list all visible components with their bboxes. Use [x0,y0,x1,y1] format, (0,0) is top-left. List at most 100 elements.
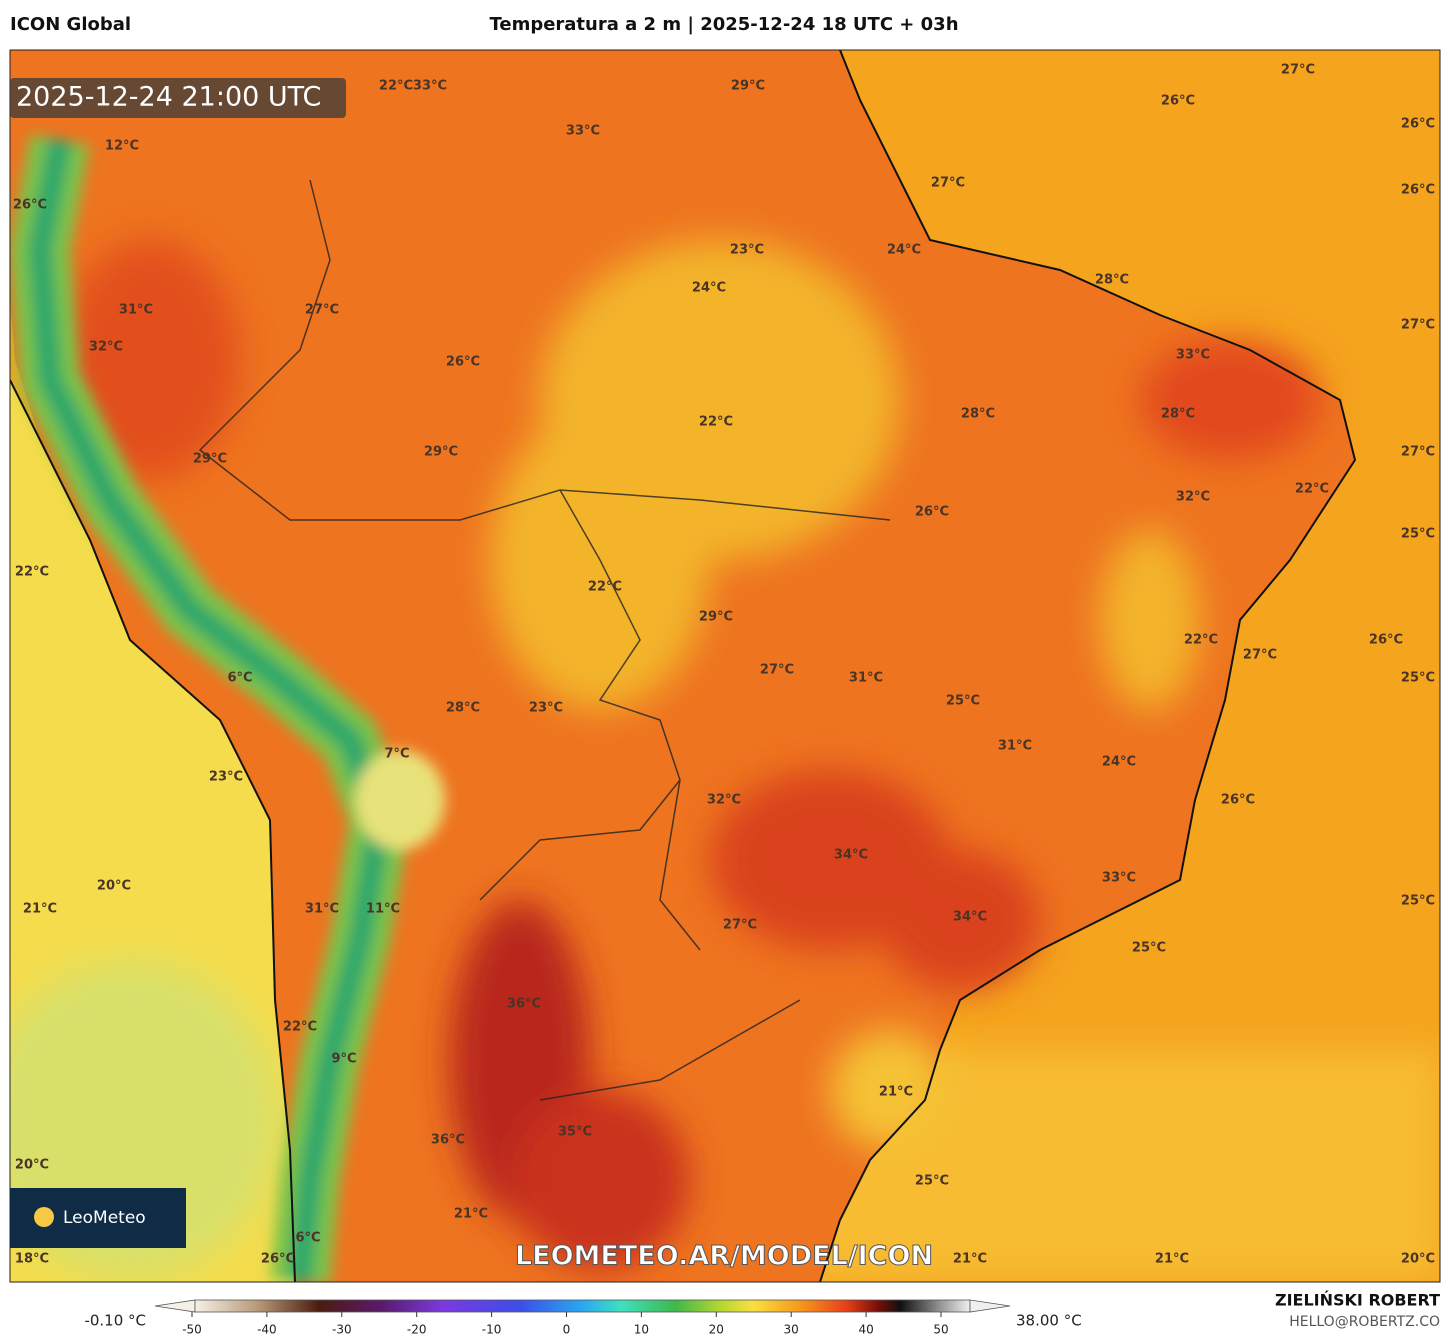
temperature-label: 33°C [566,124,600,139]
temperature-label: 26°C [1161,94,1195,109]
temperature-label: 24°C [887,243,921,258]
temperature-label: 28°C [446,701,480,716]
temperature-label: 25°C [1401,894,1435,909]
temperature-label: 22°C [1184,633,1218,648]
andes [10,134,445,1282]
colorbar-tick-label: 40 [858,1323,873,1337]
temperature-label: 34°C [834,848,868,863]
temperature-label: 32°C [1176,490,1210,505]
temperature-label: 21°C [454,1207,488,1222]
temperature-label: 27°C [305,303,339,318]
temperature-label: 26°C [446,355,480,370]
colorbar-tick-label: 30 [784,1323,799,1337]
temperature-label: 33°C [1102,871,1136,886]
timestamp-box [10,78,346,118]
colorbar-tick-label: 50 [933,1323,948,1337]
logo-sun [34,1207,54,1227]
model-name: ICON Global [10,14,131,35]
temperature-label: 32°C [89,340,123,355]
temperature-label: 26°C [1401,183,1435,198]
temperature-label: 23°C [209,770,243,785]
colorbar-high-arrow [969,1299,1011,1313]
temperature-label: 31°C [849,671,883,686]
temperature-label: 11°C [366,902,400,917]
temperature-label: 20°C [1401,1252,1435,1267]
temperature-label: 27°C [931,176,965,191]
temperature-label: 22°C [15,565,49,580]
temperature-label: 33°C [413,79,447,94]
temperature-label: 27°C [1281,63,1315,78]
temperature-label: 25°C [1401,527,1435,542]
temperature-label: 29°C [731,79,765,94]
temperature-fields [60,240,1320,1270]
temperature-label: 24°C [692,281,726,296]
temperature-label: 31°C [998,739,1032,754]
temperature-label: 27°C [723,918,757,933]
temperature-label: 25°C [946,694,980,709]
temperature-label: 26°C [1221,793,1255,808]
map: 22°C 33°C 29°C27°C26°C26°C12°C33°C27°C 26°C… [10,50,1440,1282]
colorbar-ticks: -50 -40 -30 -20 -10 0 10 20 30 40 50 [182,1312,949,1337]
timestamp: 2025-12-24 21:00 UTC [16,82,321,113]
map-title: Temperatura a 2 m | 2025-12-24 18 UTC + … [489,14,958,35]
temperature-label: 20°C [97,879,131,894]
temperature-label: 27°C [760,663,794,678]
coastline [10,50,1357,1282]
temperature-label: 28°C [1095,273,1129,288]
temperature-label: 34°C [953,910,987,925]
temperature-labels: 22°C 33°C 29°C27°C26°C26°C12°C33°C27°C 26°C… [13,63,1435,1267]
colorbar-tick-label: -40 [257,1323,277,1337]
email: HELLO@ROBERTZ.CO [1289,1314,1440,1330]
temperature-label: 35°C [558,1125,592,1140]
temperature-label: 27°C [1401,318,1435,333]
temperature-label: 9°C [331,1052,356,1067]
map-frame [9,49,1441,1283]
temperature-label: 20°C [15,1158,49,1173]
borders [198,179,891,1101]
temperature-label: 27°C [1243,648,1277,663]
colorbar-tick-label: -20 [407,1323,427,1337]
temperature-label: 21°C [953,1252,987,1267]
colorbar-tick-label: 20 [709,1323,724,1337]
temperature-label: 31°C [305,902,339,917]
colorbar-low-arrow [154,1299,196,1313]
temperature-label: 24°C [1102,755,1136,770]
temperature-label: 36°C [431,1133,465,1148]
temperature-label: 25°C [915,1174,949,1189]
temperature-label: 25°C [1132,941,1166,956]
temperature-label: 25°C [1401,671,1435,686]
temperature-label: 31°C [119,303,153,318]
watermark: LEOMETEO.AR/MODEL/ICON [515,1241,933,1272]
temperature-label: 21°C [1155,1252,1189,1267]
temperature-label: 22°C [283,1020,317,1035]
temperature-label: 23°C [529,701,563,716]
temperature-label: 32°C [707,793,741,808]
logo-text: LeoMeteo [63,1208,146,1228]
temperature-label: 27°C [1401,445,1435,460]
temperature-label: 26°C [915,505,949,520]
temperature-label: 22°C [1295,482,1329,497]
temperature-label: 22°C [379,79,413,94]
colorbar-tick-label: -30 [332,1323,352,1337]
temperature-label: 26°C [1369,633,1403,648]
author: ZIELIŃSKI ROBERT [1275,1291,1440,1310]
temperature-label: 29°C [699,610,733,625]
temperature-label: 28°C [1161,407,1195,422]
temperature-label: 21°C [879,1085,913,1100]
temperature-label: 12°C [105,139,139,154]
temperature-label: 22°C [588,580,622,595]
colorbar-tick-label: 10 [634,1323,649,1337]
temperature-label: 36°C [507,997,541,1012]
colorbar-tick-label: -10 [482,1323,502,1337]
temperature-label: 33°C [1176,348,1210,363]
temperature-label: 18°C [15,1252,49,1267]
temperature-label: 7°C [384,747,409,762]
temperature-label: 29°C [424,445,458,460]
temperature-label: 26°C [261,1252,295,1267]
temperature-label: 6°C [295,1231,320,1246]
temperature-label: 28°C [961,407,995,422]
temperature-label: 21°C [23,902,57,917]
colorbar-max: 38.00 °C [1016,1312,1082,1330]
colorbar-tick-label: -50 [182,1323,202,1337]
